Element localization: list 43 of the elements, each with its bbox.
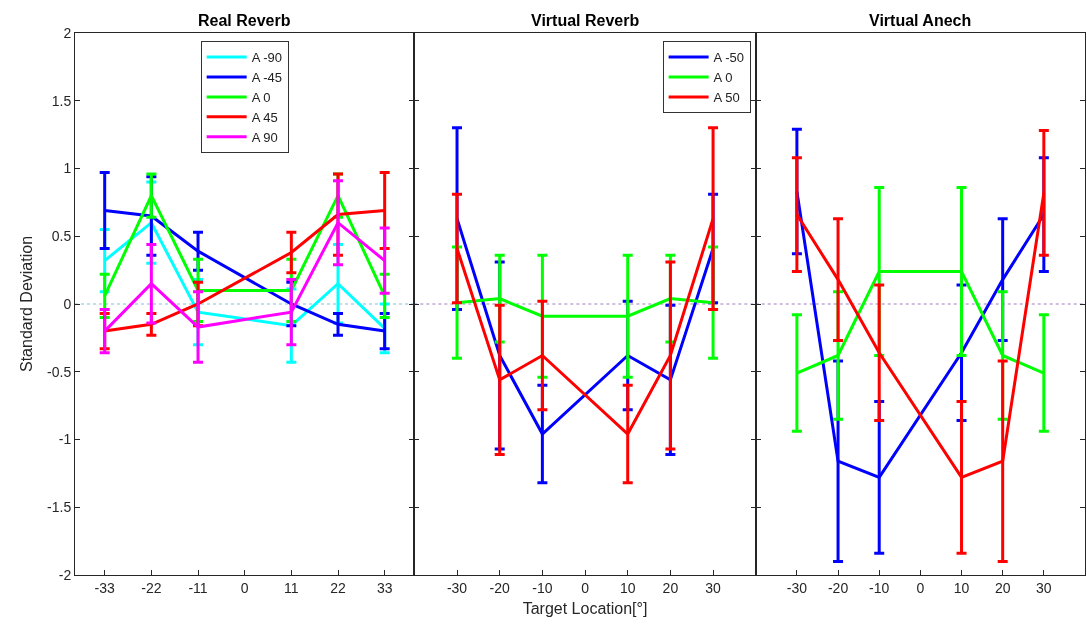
- x-tick-label: 0: [916, 579, 925, 596]
- x-tick-label: 30: [1036, 579, 1052, 596]
- legend-label: A 45: [251, 109, 278, 125]
- x-axis-title: Target Location[°]: [522, 600, 648, 618]
- y-tick-label: -0.5: [47, 363, 72, 380]
- x-tick-label: -20: [489, 579, 511, 596]
- y-tick-label: 0: [63, 295, 72, 312]
- legend-label: A 50: [713, 89, 740, 105]
- y-axis-title: Standard Deviation: [17, 235, 35, 373]
- chart-title: Real Reverb: [198, 12, 291, 29]
- x-tick-label: 11: [284, 579, 299, 596]
- chart-title: Virtual Anech: [869, 12, 972, 29]
- x-tick-label: -30: [446, 579, 468, 596]
- legend-label: A 0: [713, 70, 733, 86]
- legend-label: A -45: [251, 70, 283, 86]
- x-tick-label: -20: [827, 579, 849, 596]
- x-tick-label: 30: [705, 579, 722, 596]
- y-tick-label: 2: [63, 24, 72, 41]
- x-tick-label: -33: [94, 579, 116, 596]
- chart-title: Virtual Reverb: [531, 12, 640, 29]
- legend-label: A -90: [251, 50, 283, 66]
- legend-label: A -50: [713, 50, 744, 66]
- x-tick-label: 0: [240, 579, 249, 596]
- x-tick-label: -22: [141, 579, 162, 596]
- y-tick-label: -1.5: [47, 499, 72, 516]
- x-tick-label: -30: [786, 579, 808, 596]
- x-tick-label: 0: [581, 579, 590, 596]
- x-tick-label: -10: [869, 579, 890, 596]
- x-tick-label: 10: [619, 579, 636, 596]
- y-tick-label: -1: [58, 431, 72, 448]
- x-tick-label: -11: [188, 579, 208, 596]
- y-tick-label: -2: [58, 566, 72, 583]
- y-tick-label: 1.5: [51, 92, 72, 109]
- x-tick-label: 20: [994, 579, 1011, 596]
- x-tick-label: 20: [662, 579, 679, 596]
- x-tick-label: 22: [330, 579, 346, 596]
- y-tick-label: 1: [63, 160, 72, 177]
- y-tick-label: 0.5: [51, 228, 72, 245]
- x-tick-label: 33: [376, 579, 393, 596]
- x-tick-label: 10: [953, 579, 970, 596]
- x-tick-label: -10: [532, 579, 553, 596]
- legend-label: A 0: [251, 89, 271, 105]
- legend-label: A 90: [251, 129, 278, 145]
